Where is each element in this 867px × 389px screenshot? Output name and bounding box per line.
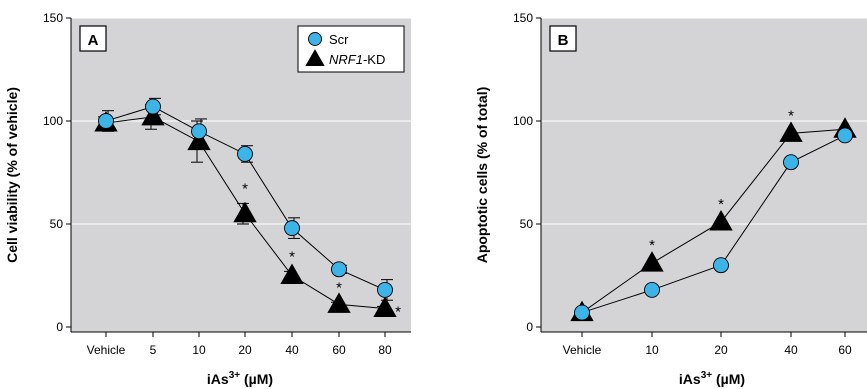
data-point-circle bbox=[98, 113, 114, 129]
x-tick-label: 10 bbox=[192, 343, 206, 357]
panel-label-box bbox=[549, 25, 577, 52]
x-axis-title: iAs3+ (µM) bbox=[207, 370, 273, 387]
panel-label-box bbox=[79, 25, 107, 52]
x-tick-label: 5 bbox=[150, 343, 157, 357]
x-tick-label: 20 bbox=[714, 343, 728, 357]
x-tick-label: 60 bbox=[838, 343, 852, 357]
data-point-circle bbox=[191, 123, 207, 140]
significance-marker: * bbox=[289, 248, 295, 265]
data-point-circle bbox=[331, 261, 347, 278]
panel-label: B bbox=[558, 32, 569, 49]
data-point-circle bbox=[377, 281, 393, 298]
x-axis-title: iAs3+ (µM) bbox=[679, 370, 745, 387]
y-tick-label: 150 bbox=[513, 11, 533, 25]
data-point-triangle bbox=[141, 104, 165, 126]
data-point-triangle bbox=[709, 209, 733, 231]
data-point-triangle bbox=[233, 201, 257, 223]
x-tick-label: 10 bbox=[645, 343, 659, 357]
y-tick-label: 50 bbox=[520, 217, 534, 231]
significance-marker: * bbox=[718, 196, 724, 213]
y-tick-label: 100 bbox=[513, 114, 533, 128]
x-tick-label: 60 bbox=[332, 343, 346, 357]
legend-nrf1-marker bbox=[305, 49, 325, 66]
y-tick-label: 50 bbox=[50, 217, 64, 231]
data-point-triangle bbox=[280, 263, 304, 285]
x-tick-label: 80 bbox=[378, 343, 392, 357]
data-point-triangle bbox=[187, 129, 211, 151]
y-axis-title: Apoptotic cells (% of total) bbox=[474, 87, 490, 264]
x-tick-label: 40 bbox=[784, 343, 798, 357]
y-tick-label: 0 bbox=[526, 320, 533, 334]
y-tick-label: 100 bbox=[43, 114, 63, 128]
significance-marker: * bbox=[649, 237, 655, 254]
data-point-triangle bbox=[640, 251, 664, 272]
y-tick-label: 150 bbox=[43, 11, 63, 25]
significance-marker: * bbox=[242, 180, 248, 197]
data-point-triangle bbox=[779, 121, 803, 142]
data-point-circle bbox=[783, 154, 799, 171]
data-point-triangle bbox=[373, 296, 397, 317]
data-point-circle bbox=[837, 127, 853, 144]
x-tick-label: Vehicle bbox=[87, 343, 126, 357]
data-point-circle bbox=[574, 304, 590, 321]
chart-panel-b: 0 50 100 150 Vehicle 10 20 40 60 iAs3+ (µM) Apopto… bbox=[474, 11, 867, 387]
x-tick-label: 20 bbox=[238, 343, 252, 357]
y-tick-label: 0 bbox=[56, 320, 63, 334]
data-point-circle bbox=[237, 146, 253, 162]
y-axis-title: Cell viability (% of vehicle) bbox=[4, 87, 20, 263]
legend-nrf1-label: NRF1-KD bbox=[329, 52, 385, 67]
legend-scr-label: Scr bbox=[329, 32, 349, 47]
significance-marker: * bbox=[336, 279, 342, 296]
significance-marker: * bbox=[395, 303, 401, 320]
plot-background bbox=[541, 18, 867, 332]
data-point-circle bbox=[713, 257, 729, 274]
chart-panel-a: 0 50 100 150 Vehicle 5 10 20 40 60 80 iAs3+ (µM) Cel… bbox=[4, 11, 411, 387]
x-tick-label: Vehicle bbox=[563, 343, 602, 357]
data-point-circle bbox=[644, 281, 660, 298]
legend-scr-marker bbox=[308, 32, 322, 46]
data-point-triangle bbox=[327, 292, 351, 313]
panel-label: A bbox=[88, 32, 99, 49]
data-point-circle bbox=[145, 98, 161, 115]
x-tick-label: 40 bbox=[285, 343, 299, 357]
significance-marker: * bbox=[788, 107, 794, 124]
data-point-circle bbox=[284, 220, 300, 237]
